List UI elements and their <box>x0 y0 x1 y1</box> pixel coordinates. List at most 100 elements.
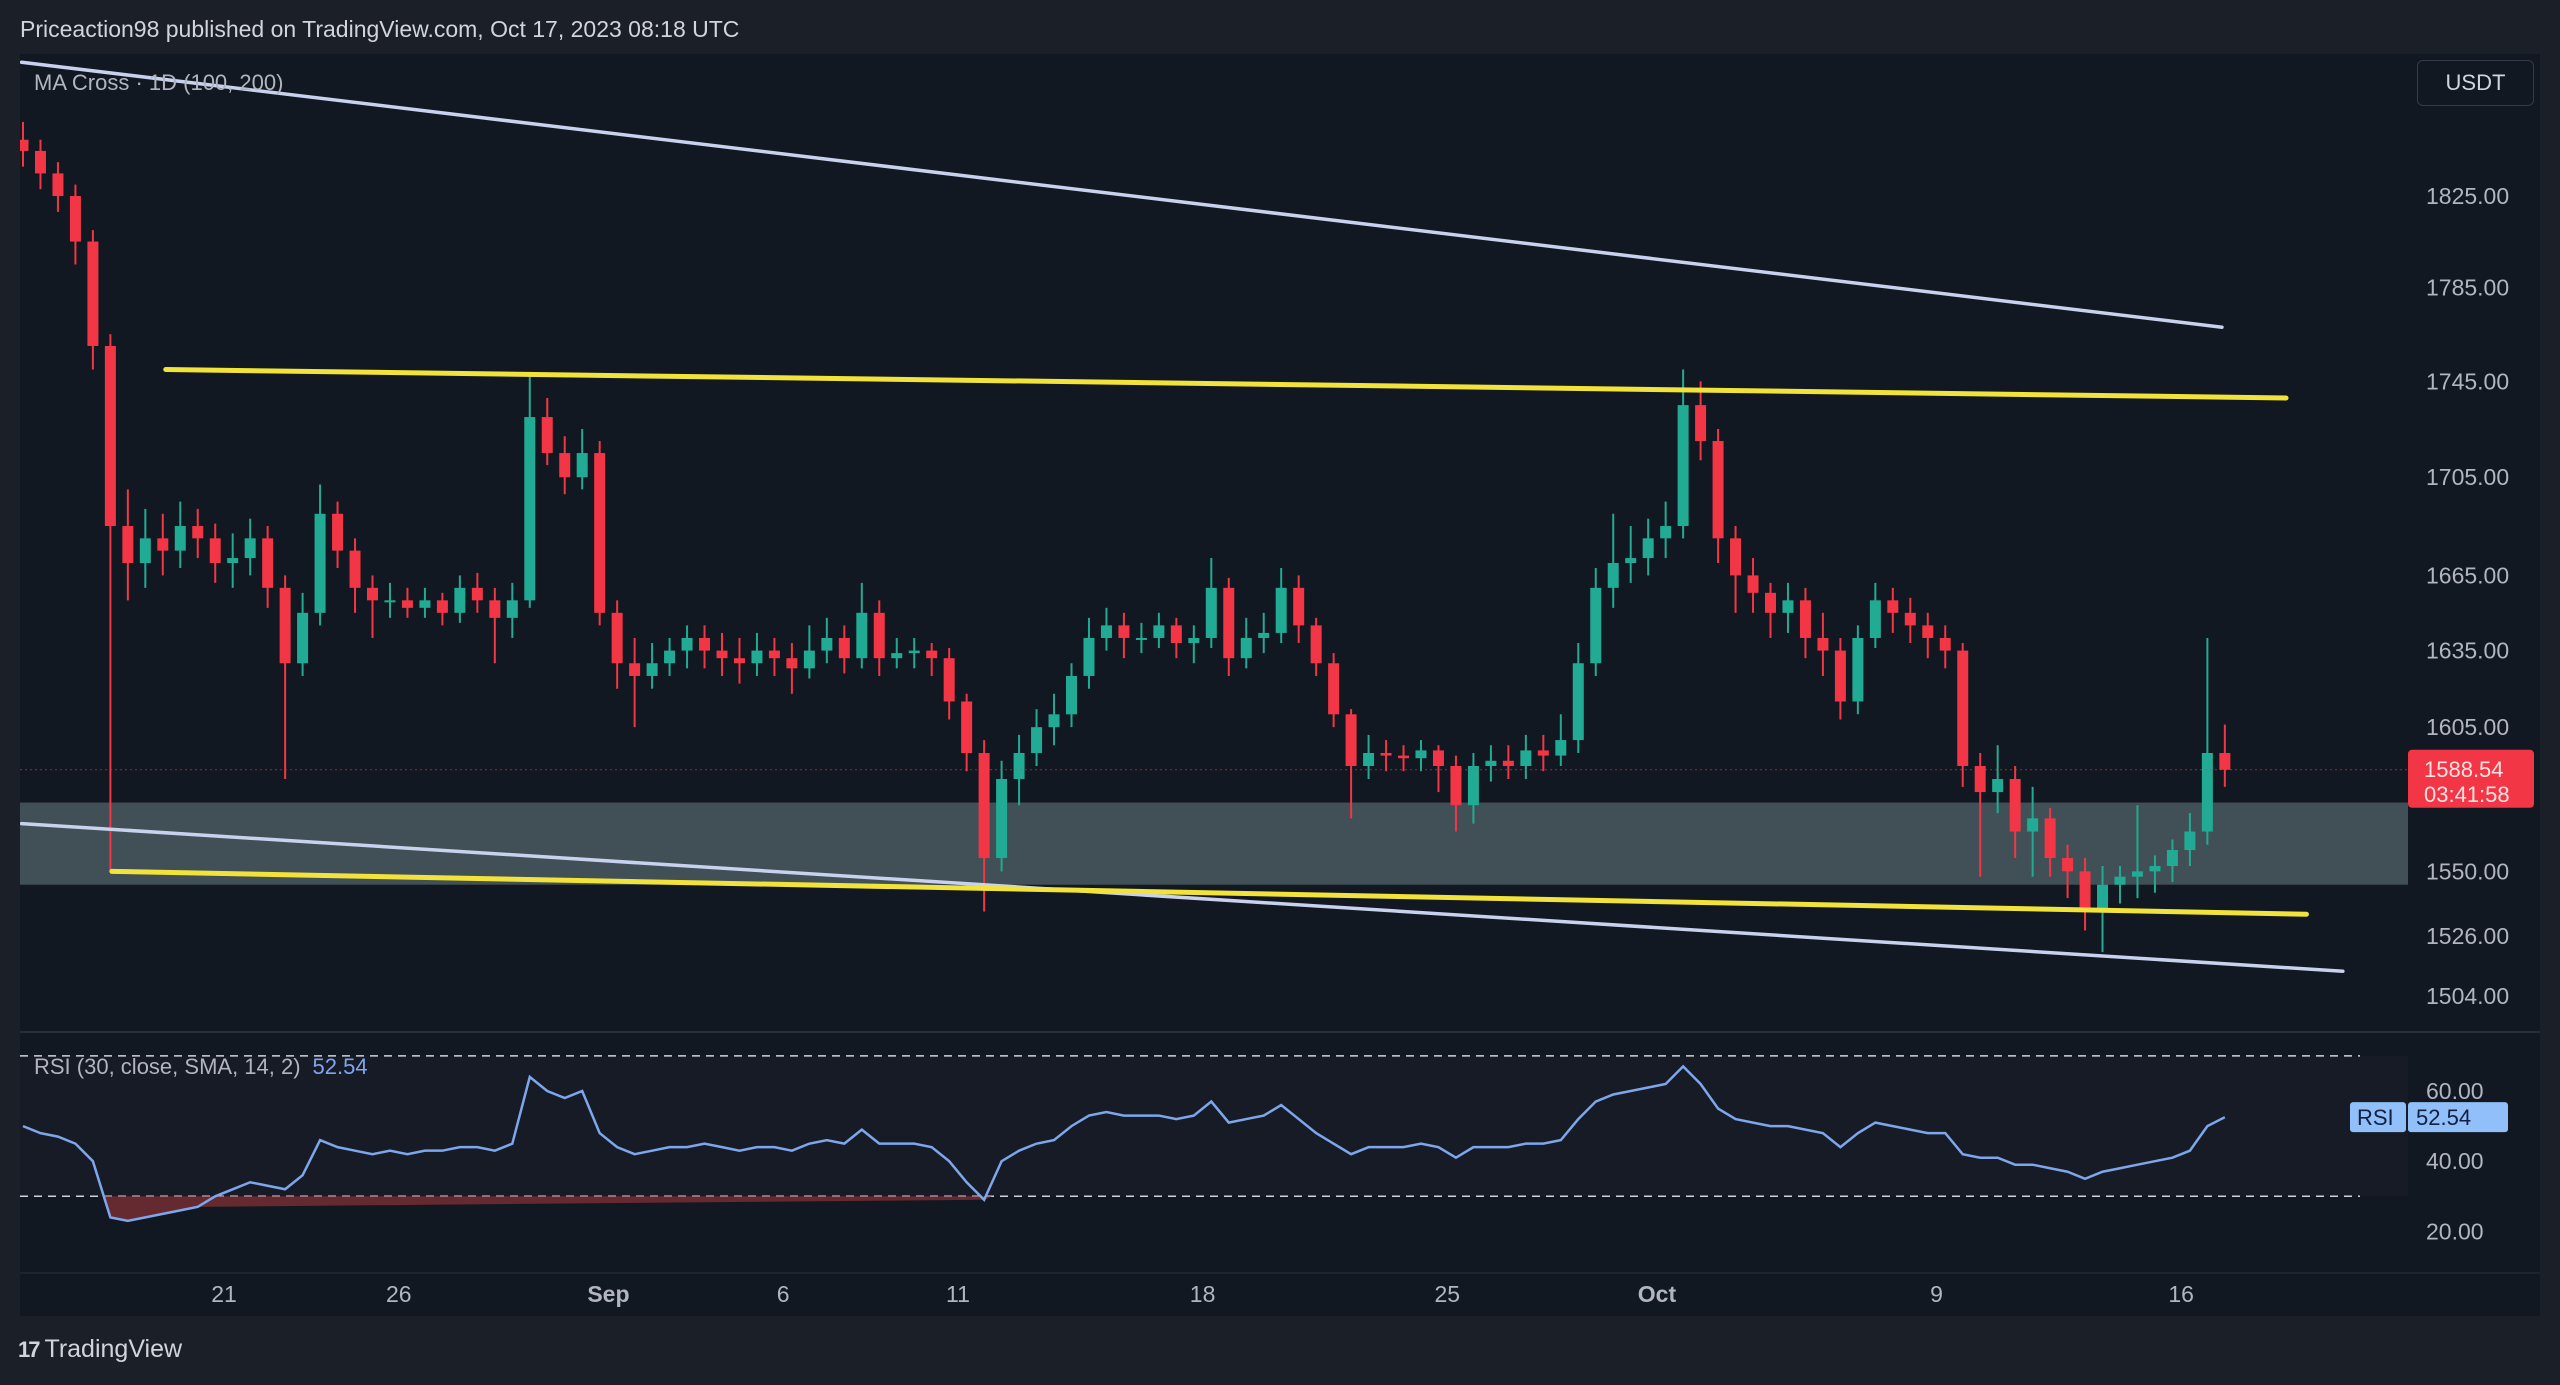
candle-body <box>961 701 973 754</box>
candle-body <box>926 650 938 659</box>
rsi-axis-label: 60.00 <box>2426 1078 2484 1104</box>
price-axis-label: 1526.00 <box>2426 923 2509 949</box>
candle-body <box>314 513 326 613</box>
candle-body <box>174 526 186 551</box>
candle-body <box>611 612 623 664</box>
candle-body <box>20 139 29 151</box>
candle-body <box>1974 765 1986 793</box>
price-axis-label: 1825.00 <box>2426 183 2509 209</box>
candle-body <box>87 241 99 346</box>
candle-body <box>856 612 868 659</box>
candle-body <box>873 612 885 659</box>
candle-body <box>594 453 606 613</box>
candle-body <box>1223 587 1235 659</box>
candle-body <box>1170 625 1182 644</box>
candle-body <box>52 173 64 196</box>
time-axis-label: 25 <box>1434 1281 1460 1307</box>
candle-body <box>506 600 518 618</box>
candle-body <box>891 653 903 659</box>
candle-body <box>1363 753 1375 766</box>
candle-body <box>1957 650 1969 766</box>
time-axis-label: 6 <box>777 1281 790 1307</box>
candle-body <box>2114 876 2126 885</box>
rsi-legend[interactable]: RSI (30, close, SMA, 14, 2) 52.54 <box>34 1054 368 1080</box>
time-axis-label: 26 <box>386 1281 412 1307</box>
candle-body <box>1904 612 1916 626</box>
ma-cross-legend[interactable]: MA Cross · 1D (100, 200) <box>34 70 284 95</box>
candle-body <box>1817 637 1829 651</box>
time-axis-label: Sep <box>587 1281 629 1307</box>
rsi-axis-label: 20.00 <box>2426 1218 2484 1244</box>
candle-body <box>1135 637 1147 640</box>
rsi-name-badge <box>2350 1102 2406 1133</box>
candle-body <box>1782 600 1794 613</box>
rsi-value-badge-text: 52.54 <box>2416 1105 2471 1130</box>
candle-body <box>139 538 151 564</box>
time-axis-label: 18 <box>1190 1281 1216 1307</box>
candle-body <box>768 650 780 659</box>
time-axis-label: 9 <box>1930 1281 1943 1307</box>
price-axis-label: 1635.00 <box>2426 638 2509 664</box>
candle-body <box>2062 858 2074 872</box>
candle-body <box>1398 755 1410 759</box>
candle-body <box>1607 563 1619 588</box>
candle-body <box>1066 675 1077 715</box>
candle-body <box>2219 753 2231 770</box>
candle-body <box>1799 600 1811 638</box>
price-axis-label: 1785.00 <box>2426 275 2509 301</box>
candle-body <box>1730 538 1742 576</box>
candle-body <box>681 637 693 651</box>
candle-body <box>192 526 204 539</box>
candle-body <box>838 637 850 659</box>
white-trendline <box>20 60 2224 329</box>
candle-body <box>1642 538 1654 559</box>
candle-body <box>1380 753 1392 756</box>
candle-body <box>489 600 501 618</box>
candle-body <box>2201 753 2213 832</box>
candle-body <box>401 600 413 608</box>
candle-body <box>1660 526 1672 539</box>
candle-body <box>664 650 676 664</box>
price-pane <box>20 60 2408 974</box>
candle-body <box>996 779 1008 859</box>
price-axis-label: 1665.00 <box>2426 562 2509 588</box>
yellow-trendline <box>163 367 2289 401</box>
candle-body <box>1572 663 1584 741</box>
candle-body <box>1432 750 1444 766</box>
candle-body <box>69 196 81 242</box>
tradingview-logo-icon: 17 <box>18 1336 41 1362</box>
candle-body <box>419 600 431 608</box>
rsi-legend-label: RSI (30, close, SMA, 14, 2) <box>34 1054 301 1079</box>
candle-body <box>1013 753 1025 780</box>
candle-body <box>104 345 116 527</box>
candle-body <box>1555 740 1567 756</box>
white-trendline <box>20 821 2345 974</box>
time-axis-label: 21 <box>211 1281 237 1307</box>
candle-body <box>297 612 309 664</box>
currency-button[interactable]: USDT <box>2417 60 2534 106</box>
time-axis-label: Oct <box>1638 1281 1677 1307</box>
candle-body <box>209 538 221 564</box>
price-axis-label: 1504.00 <box>2426 983 2509 1009</box>
candle-body <box>2044 818 2056 859</box>
candle-body <box>733 658 745 664</box>
candle-body <box>751 650 763 664</box>
candle-body <box>943 658 955 702</box>
candle-body <box>1712 441 1724 539</box>
candle-body <box>541 417 553 454</box>
candle-body <box>1345 714 1357 766</box>
last-price-badge <box>2408 749 2534 808</box>
tradingview-logo[interactable]: 17 TradingView <box>18 1335 182 1364</box>
candle-body <box>699 637 711 651</box>
rsi-band-fill <box>20 1055 2408 1197</box>
time-axis-label: 11 <box>946 1281 970 1307</box>
candle-body <box>34 150 46 174</box>
candle-body <box>559 453 571 478</box>
candle-body <box>2009 779 2021 832</box>
price-axis-label: 1550.00 <box>2426 858 2509 884</box>
rsi-legend-value: 52.54 <box>312 1054 368 1079</box>
candle-body <box>629 663 641 676</box>
candle-body <box>1293 587 1305 626</box>
rsi-oversold-fill <box>102 1196 993 1221</box>
